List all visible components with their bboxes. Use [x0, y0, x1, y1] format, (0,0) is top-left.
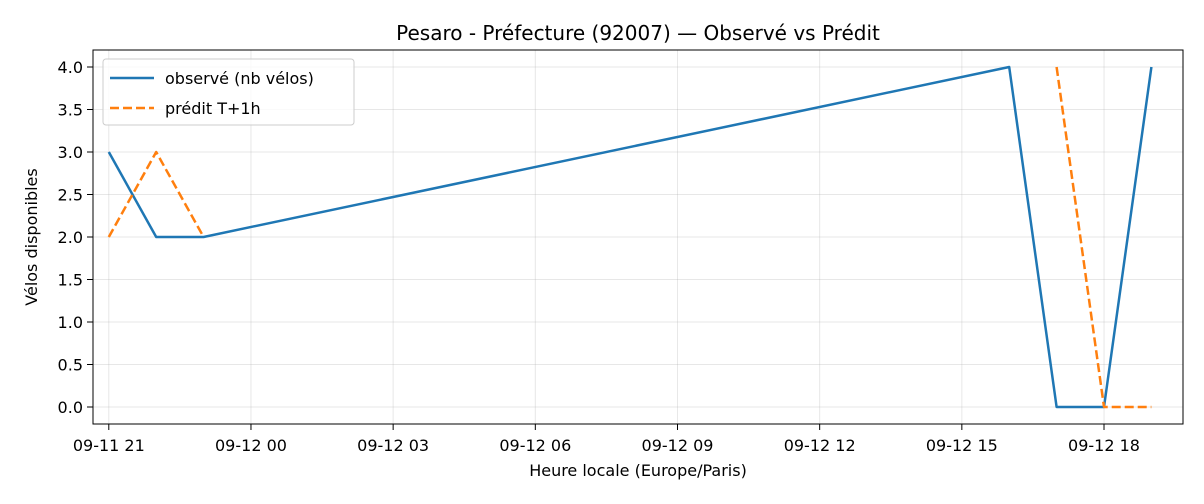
y-tick-label: 4.0 — [58, 58, 83, 77]
x-tick-label: 09-12 18 — [1068, 436, 1140, 455]
y-axis-label: Vélos disponibles — [22, 168, 41, 305]
y-tick-label: 0.5 — [58, 356, 83, 375]
plot-series — [107, 65, 1153, 409]
y-tick-label: 3.5 — [58, 101, 83, 120]
y-tick-label: 2.5 — [58, 186, 83, 205]
y-tick-label: 0.0 — [58, 398, 83, 417]
y-tick-label: 2.0 — [58, 228, 83, 247]
y-tick-label: 1.0 — [58, 313, 83, 332]
series-line-predicted — [107, 66, 1152, 409]
legend-label-observed: observé (nb vélos) — [165, 69, 314, 88]
y-tick-label: 3.0 — [58, 143, 83, 162]
legend-frame — [102, 58, 355, 126]
x-tick-label: 09-12 09 — [642, 436, 714, 455]
x-tick-label: 09-12 03 — [357, 436, 429, 455]
chart-title: Pesaro - Préfecture (92007) — Observé vs… — [396, 21, 880, 45]
x-tick-label: 09-12 00 — [215, 436, 287, 455]
x-axis-label: Heure locale (Europe/Paris) — [529, 461, 747, 480]
axis-ticks: 09-11 21 09-12 00 09-12 03 09-12 06 09-12 09… — [58, 58, 1140, 455]
x-tick-label: 09-12 12 — [784, 436, 856, 455]
x-tick-label: 09-11 21 — [73, 436, 145, 455]
legend: observé (nb vélos) prédit T+1h — [102, 58, 355, 126]
legend-label-predicted: prédit T+1h — [165, 99, 261, 118]
x-tick-label: 09-12 15 — [926, 436, 998, 455]
y-tick-label: 1.5 — [58, 271, 83, 290]
x-tick-label: 09-12 06 — [499, 436, 571, 455]
